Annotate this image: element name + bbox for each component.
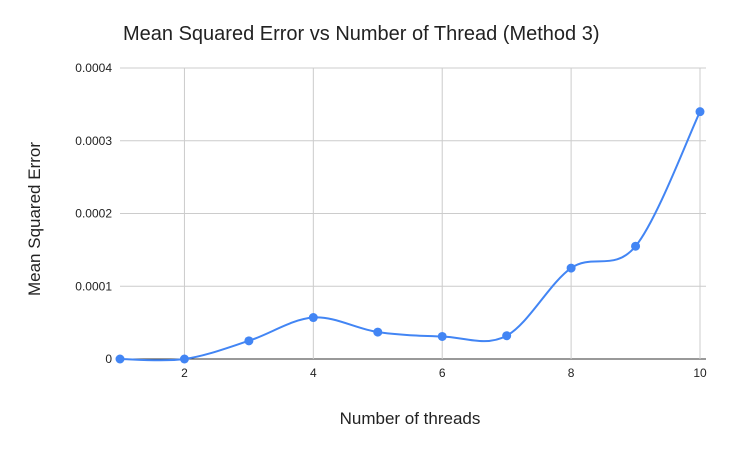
data-point bbox=[566, 263, 576, 273]
series-layer bbox=[115, 107, 705, 364]
x-tick-label: 10 bbox=[693, 366, 707, 380]
data-point bbox=[631, 241, 641, 251]
x-tick-label: 4 bbox=[310, 366, 317, 380]
x-tick-labels: 2 4 6 8 10 bbox=[181, 366, 707, 380]
data-point bbox=[502, 331, 512, 341]
data-point bbox=[115, 354, 125, 364]
chart-title: Mean Squared Error vs Number of Thread (… bbox=[123, 23, 600, 45]
y-tick-label: 0.0001 bbox=[75, 279, 112, 293]
y-tick-label: 0.0003 bbox=[75, 134, 112, 148]
x-tick-label: 6 bbox=[439, 366, 446, 380]
x-tick-label: 8 bbox=[568, 366, 575, 380]
data-point bbox=[308, 313, 318, 323]
x-axis-title: Number of threads bbox=[340, 409, 481, 428]
data-point bbox=[244, 336, 254, 346]
x-tick-label: 2 bbox=[181, 366, 188, 380]
grid-lines bbox=[120, 67, 706, 360]
data-point bbox=[373, 327, 383, 337]
series-line bbox=[119, 111, 701, 362]
y-tick-labels: 0 0.0001 0.0002 0.0003 0.0004 bbox=[75, 61, 112, 366]
data-point bbox=[437, 331, 447, 341]
y-tick-label: 0 bbox=[105, 352, 112, 366]
y-tick-label: 0.0004 bbox=[75, 61, 112, 75]
data-point bbox=[695, 107, 705, 117]
y-axis-title: Mean Squared Error bbox=[25, 142, 44, 296]
data-point bbox=[179, 354, 189, 364]
y-tick-label: 0.0002 bbox=[75, 207, 112, 221]
